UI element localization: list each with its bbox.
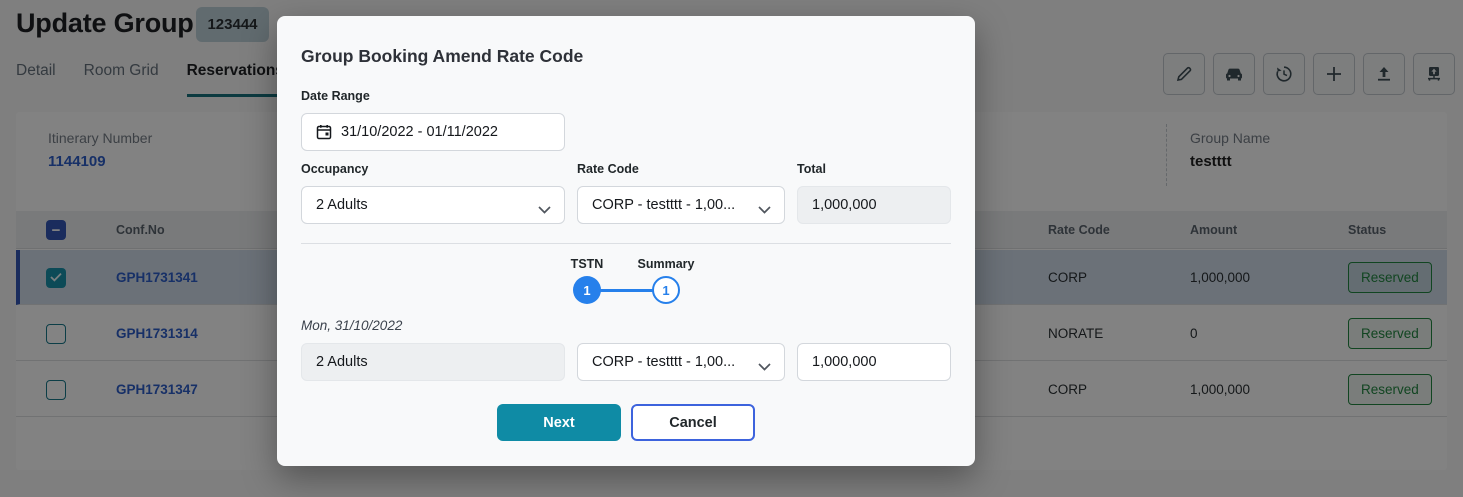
step-label-summary: Summary [637, 257, 695, 271]
stepper-connector [599, 288, 654, 292]
step-circle-summary[interactable]: 1 [652, 276, 680, 304]
day-rate-code-value: CORP - testttt - 1,00... [592, 354, 736, 370]
occupancy-select[interactable]: 2 Adults [301, 186, 565, 224]
section-divider [301, 243, 951, 244]
chevron-down-icon [538, 202, 551, 218]
total-label: Total [797, 162, 826, 176]
rate-code-value: CORP - testttt - 1,00... [592, 197, 736, 213]
date-range-input[interactable]: 31/10/2022 - 01/11/2022 [301, 113, 565, 151]
step-label-tstn: TSTN [570, 257, 604, 271]
total-field: 1,000,000 [797, 186, 951, 224]
rate-code-label: Rate Code [577, 162, 639, 176]
day-occupancy-field: 2 Adults [301, 343, 565, 381]
chevron-down-icon [758, 202, 771, 218]
chevron-down-icon [758, 359, 771, 375]
date-range-label: Date Range [301, 89, 370, 103]
step-circle-tstn[interactable]: 1 [573, 276, 601, 304]
occupancy-value: 2 Adults [316, 197, 368, 213]
calendar-icon [316, 124, 332, 140]
day-date-label: Mon, 31/10/2022 [301, 318, 403, 333]
day-rate-code-select[interactable]: CORP - testttt - 1,00... [577, 343, 785, 381]
date-range-value: 31/10/2022 - 01/11/2022 [341, 124, 498, 140]
next-button[interactable]: Next [497, 404, 621, 441]
amend-rate-code-modal: Group Booking Amend Rate Code Date Range… [277, 16, 975, 466]
cancel-button[interactable]: Cancel [631, 404, 755, 441]
modal-title: Group Booking Amend Rate Code [301, 46, 584, 66]
occupancy-label: Occupancy [301, 162, 369, 176]
day-amount-input[interactable]: 1,000,000 [797, 343, 951, 381]
rate-code-select[interactable]: CORP - testttt - 1,00... [577, 186, 785, 224]
